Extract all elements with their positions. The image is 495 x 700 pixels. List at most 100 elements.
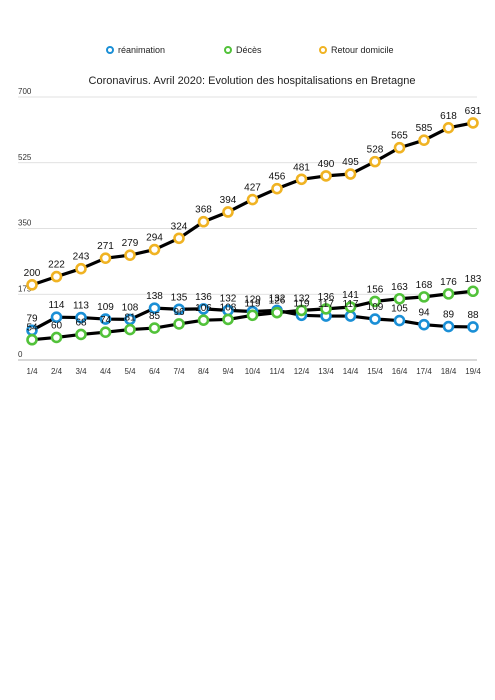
data-label-reanimation: 109 [97,302,114,313]
data-label-deces: 96 [173,307,185,318]
data-point-reanimation [197,303,210,315]
y-tick-label: 525 [18,153,32,162]
x-tick-label: 9/4 [222,367,234,376]
data-label-deces: 54 [26,323,38,334]
legend: réanimation Décès Retour domicile [106,45,394,55]
data-point-reanimation [50,311,63,323]
data-point-retour-domicile [26,279,38,291]
x-tick-label: 3/4 [75,367,87,376]
data-point-retour-domicile [75,262,87,275]
data-label-reanimation: 114 [49,300,65,311]
data-point-deces [197,314,210,326]
data-point-retour-domicile [148,243,161,256]
data-label-deces: 81 [124,313,136,324]
x-tick-label: 15/4 [367,367,383,376]
data-label-deces: 119 [245,298,261,309]
data-label-deces: 126 [269,296,286,307]
x-tick-label: 19/4 [465,367,481,376]
data-point-deces [50,331,63,344]
data-label-deces: 156 [367,284,384,295]
x-tick-label: 10/4 [245,367,261,376]
legend-marker-reanimation [106,46,114,54]
x-tick-label: 11/4 [270,367,286,376]
x-tick-label: 14/4 [343,367,359,376]
data-point-deces [320,303,332,315]
data-point-deces [222,313,234,326]
data-label-deces: 168 [416,280,433,291]
data-label-deces: 132 [293,293,310,304]
chart-title: Coronavirus. Avril 2020: Evolution des h… [89,75,416,87]
legend-marker-deces [224,46,232,54]
data-label-reanimation: 136 [195,292,212,303]
data-label-retour-domicile: 585 [416,123,433,134]
data-point-retour-domicile [173,232,185,245]
data-label-retour-domicile: 200 [24,268,41,279]
data-point-retour-domicile [418,134,430,147]
data-point-reanimation [344,310,357,322]
x-tick-label: 1/4 [26,367,38,376]
legend-marker-retour-domicile [319,46,327,54]
data-point-retour-domicile [99,252,112,264]
data-point-retour-domicile [50,270,63,283]
x-tick-label: 13/4 [318,367,334,376]
data-label-reanimation: 129 [244,295,261,306]
data-point-deces [467,285,479,298]
x-tick-label: 12/4 [294,367,310,376]
data-point-reanimation [173,303,185,316]
data-point-deces [26,333,38,346]
legend-label-retour-domicile: Retour domicile [331,45,394,55]
data-label-retour-domicile: 243 [73,252,90,263]
data-label-retour-domicile: 368 [195,205,212,216]
data-label-deces: 163 [391,282,408,293]
data-label-deces: 85 [149,311,161,322]
x-tick-label: 16/4 [392,367,408,376]
data-point-reanimation [369,313,381,325]
data-point-retour-domicile [393,141,406,154]
data-label-deces: 60 [51,320,63,331]
x-tick-label: 18/4 [441,367,457,376]
data-label-reanimation: 108 [122,302,139,313]
data-label-retour-domicile: 528 [367,145,384,156]
data-point-retour-domicile [222,206,234,218]
data-point-deces [442,288,455,300]
data-point-retour-domicile [320,170,332,182]
data-label-reanimation: 113 [73,301,89,312]
x-axis-ticks: 1/4 2/4 3/4 4/4 5/4 6/4 7/4 8/4 9/4 10/4 11/4 12/4 1… [26,367,481,376]
data-point-deces [418,291,430,303]
data-label-retour-domicile: 631 [465,106,482,117]
data-label-deces: 141 [342,290,359,301]
data-label-deces: 106 [195,303,212,314]
data-label-reanimation: 105 [391,304,408,315]
x-tick-label: 8/4 [198,367,210,376]
data-label-reanimation: 138 [146,291,163,302]
data-point-deces [344,301,357,313]
data-label-reanimation: 79 [26,313,38,324]
data-label-retour-domicile: 394 [220,195,237,206]
data-label-retour-domicile: 565 [391,131,408,142]
data-point-reanimation [442,320,455,333]
data-label-reanimation: 117 [343,299,359,310]
data-point-retour-domicile [197,215,210,228]
data-label-deces: 183 [465,274,482,285]
data-label-retour-domicile: 490 [318,159,335,170]
y-axis-ticks: 0 175 350 525 700 [18,87,32,359]
data-point-deces [246,309,259,322]
data-point-reanimation [467,321,479,333]
data-label-reanimation: 94 [418,308,430,319]
legend-item-deces: Décès [224,45,262,55]
x-tick-label: 7/4 [173,367,185,376]
y-tick-label: 350 [18,219,32,228]
data-point-reanimation [75,311,87,324]
legend-label-reanimation: réanimation [118,45,165,55]
data-point-retour-domicile [246,193,259,206]
data-point-deces [75,328,87,341]
data-label-retour-domicile: 495 [342,157,359,168]
legend-item-reanimation: réanimation [106,45,165,55]
data-point-deces [295,304,308,317]
y-tick-label: 0 [18,350,23,359]
data-label-retour-domicile: 456 [269,172,286,183]
data-label-retour-domicile: 618 [440,111,457,122]
data-point-deces [173,318,185,330]
data-point-deces [124,323,136,336]
data-label-reanimation: 135 [171,292,188,303]
